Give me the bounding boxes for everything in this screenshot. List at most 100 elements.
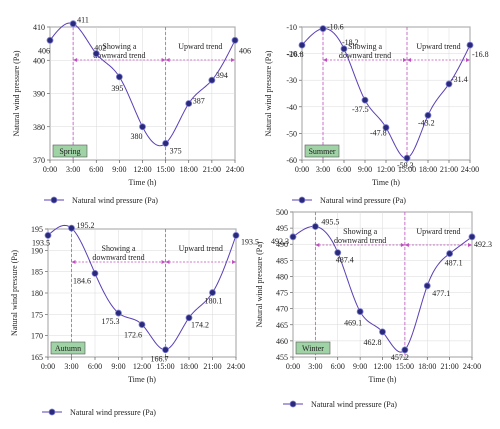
x-tick-label: 18:00 xyxy=(419,165,437,174)
data-label: 495.5 xyxy=(321,218,339,227)
x-tick-label: 21:00 xyxy=(440,165,458,174)
legend-marker xyxy=(48,408,56,416)
x-tick-label: 12:00 xyxy=(373,362,391,371)
y-tick-label: -10 xyxy=(286,23,297,32)
y-axis-label: Natural wind pressure (Pa) xyxy=(10,250,19,336)
y-tick-label: 190 xyxy=(31,246,43,255)
y-tick-label: 165 xyxy=(31,353,43,362)
downward-range-arrow-tail xyxy=(323,58,327,62)
trend-annotation-downward: downward trend xyxy=(93,51,145,60)
y-tick-label: -20 xyxy=(286,50,297,59)
y-tick-label: 195 xyxy=(31,225,43,234)
data-point xyxy=(91,269,99,277)
data-point xyxy=(44,231,52,239)
x-tick-label: 12:00 xyxy=(377,165,395,174)
upward-range-arrow-head xyxy=(466,58,470,62)
data-point xyxy=(401,346,409,354)
autumn-panel: 165 170 175 180 185 190 195 0:00 3:00 6:00 9:00 12:… xyxy=(10,221,259,417)
y-tick-label: 480 xyxy=(276,272,288,281)
x-tick-label: 24:00 xyxy=(227,362,245,371)
x-tick-label: 24:00 xyxy=(463,362,481,371)
season-tag-label: Summer xyxy=(308,147,335,156)
legend-label: Natural wind pressure (Pa) xyxy=(311,400,397,409)
season-tag xyxy=(295,341,331,355)
legend-label: Natural wind pressure (Pa) xyxy=(70,408,156,417)
data-point xyxy=(298,41,306,49)
trend-annotation-upward: Upward trend xyxy=(416,227,460,236)
data-label: 166.7 xyxy=(151,355,169,364)
spring-panel: 370 380 390 400 410 0:00 3:00 6:00 9:00 12:00 15:0… xyxy=(12,16,251,205)
x-tick-label: 3:00 xyxy=(66,165,80,174)
downward-range-arrow-tail xyxy=(71,260,76,264)
x-tick-label: 21:00 xyxy=(203,165,221,174)
y-tick-label: -40 xyxy=(286,103,297,112)
data-point xyxy=(68,224,75,232)
trend-annotation-downward: downward trend xyxy=(334,236,386,245)
x-tick-label: 15:00 xyxy=(157,165,175,174)
data-point xyxy=(356,308,364,315)
data-point xyxy=(340,45,348,53)
y-tick-label: 185 xyxy=(31,268,43,277)
downward-range-arrow-head xyxy=(403,58,407,62)
x-tick-label: 3:00 xyxy=(308,362,322,371)
trend-annotation-upward: Upward trend xyxy=(179,244,223,253)
upward-range-arrow-tail xyxy=(407,58,411,62)
data-point xyxy=(138,321,146,328)
x-tick-label: 0:00 xyxy=(41,362,55,371)
legend-marker xyxy=(50,196,58,204)
data-label: 394 xyxy=(216,71,228,80)
data-point xyxy=(424,111,432,119)
trend-annotation-downward: Showing a xyxy=(102,244,136,253)
data-point xyxy=(209,289,216,296)
data-point xyxy=(232,231,240,239)
upward-range-arrow-head xyxy=(468,243,472,247)
data-label: 193.5 xyxy=(32,238,50,247)
data-label: -16.8 xyxy=(472,50,489,59)
data-point xyxy=(361,96,369,104)
data-point xyxy=(69,20,77,28)
data-label: 387 xyxy=(193,96,205,105)
trend-annotation-downward: downward trend xyxy=(92,253,144,262)
downward-range-arrow-head xyxy=(400,243,405,247)
downward-range-arrow-tail xyxy=(73,58,78,62)
upward-range-arrow-tail xyxy=(165,260,170,264)
data-point xyxy=(379,328,386,336)
data-point xyxy=(382,124,390,131)
trend-annotation-upward: Upward trend xyxy=(178,42,222,51)
legend-marker xyxy=(289,400,297,408)
y-tick-label: 485 xyxy=(276,256,288,265)
data-point xyxy=(289,233,297,241)
y-axis-label: Natural wind pressure (Pa) xyxy=(264,50,273,136)
upward-range-arrow-tail xyxy=(165,58,170,62)
data-label: 487.4 xyxy=(336,256,354,265)
x-tick-label: 15:00 xyxy=(156,362,174,371)
data-label: -43.2 xyxy=(418,118,435,127)
x-axis-label: Time (h) xyxy=(372,178,400,187)
x-tick-label: 9:00 xyxy=(358,165,372,174)
x-tick-label: 0:00 xyxy=(43,165,57,174)
data-point xyxy=(446,250,454,257)
data-point xyxy=(231,36,239,44)
data-label: 380 xyxy=(131,132,143,141)
data-point xyxy=(208,76,216,84)
summer-panel: -60-50-40-30-20-100:00 3:00 6:00 9:00 12:00 1… xyxy=(264,23,489,205)
season-tag xyxy=(50,341,86,355)
x-tick-label: 0:00 xyxy=(295,165,309,174)
trend-annotation-downward: Showing a xyxy=(348,42,382,51)
data-point xyxy=(319,25,327,32)
downward-range-arrow-head xyxy=(161,260,166,264)
x-tick-label: 6:00 xyxy=(331,362,345,371)
x-tick-label: 9:00 xyxy=(353,362,367,371)
data-point xyxy=(115,73,123,81)
trend-annotation-downward: Showing a xyxy=(343,227,377,236)
y-axis-label: Natural wind pressure (Pa) xyxy=(12,50,21,136)
season-tag xyxy=(304,144,340,158)
data-label: -16.8 xyxy=(287,50,304,59)
data-label: -18.2 xyxy=(342,38,359,47)
season-tag-label: Winter xyxy=(302,344,324,353)
legend-marker xyxy=(298,196,306,204)
x-tick-label: 9:00 xyxy=(112,165,126,174)
data-label: 492.3 xyxy=(271,237,289,246)
downward-range-arrow-tail xyxy=(315,243,320,247)
data-label: 172.6 xyxy=(124,331,142,340)
